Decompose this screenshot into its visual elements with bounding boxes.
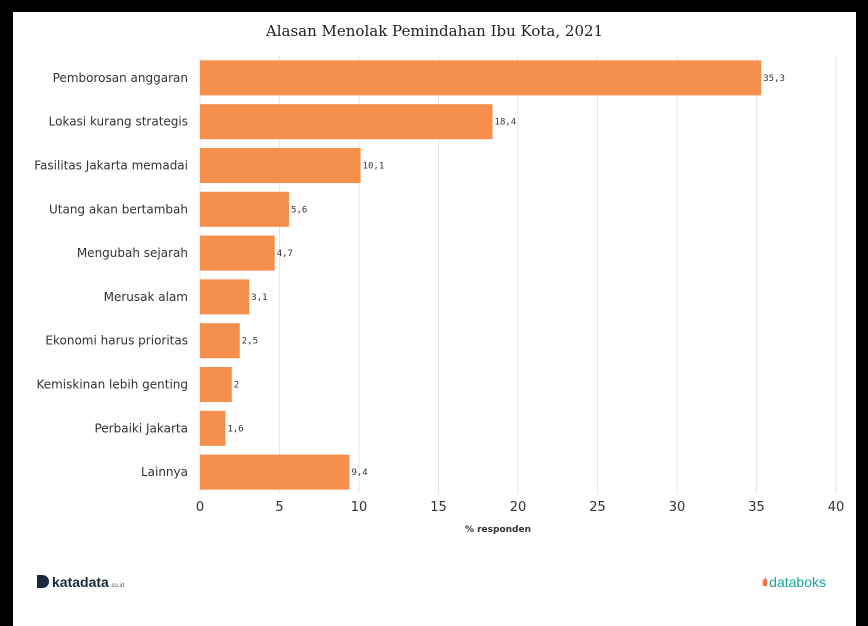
x-tick-label: 0 [196, 500, 204, 515]
category-label: Pemborosan anggaran [53, 71, 188, 85]
data-label: 18,4 [495, 118, 517, 128]
category-label: Merusak alam [104, 290, 188, 304]
category-label: Fasilitas Jakarta memadai [34, 159, 188, 173]
bar [200, 104, 493, 140]
bar [200, 410, 226, 446]
katadata-logo-text: katadata [52, 574, 109, 590]
x-tick-label: 10 [351, 500, 368, 515]
bar [200, 366, 232, 403]
bar-chart: Pemborosan anggaran 35,3 Lokasi kurang str… [34, 56, 845, 535]
katadata-k-icon [37, 575, 49, 588]
databoks-bars-icon: ıılı [761, 575, 769, 589]
x-tick-label: 35 [748, 500, 765, 515]
chart-title: Alasan Menolak Pemindahan Ibu Kota, 2021 [265, 22, 604, 40]
databoks-logo-text: databoks [769, 574, 826, 590]
x-tick-label: 5 [275, 500, 283, 515]
data-label: 9,4 [351, 468, 367, 478]
category-label: Perbaiki Jakarta [94, 421, 188, 435]
data-label: 3,1 [251, 293, 267, 303]
category-label: Kemiskinan lebih genting [36, 378, 188, 392]
x-tick-label: 30 [669, 500, 686, 515]
bar [200, 454, 350, 490]
category-label: Utang akan bertambah [49, 202, 188, 216]
category-label: Mengubah sejarah [77, 246, 188, 260]
katadata-logo: katadata .co.id [37, 574, 124, 590]
data-label: 35,3 [763, 74, 785, 84]
data-label: 4,7 [277, 249, 293, 259]
bar [200, 323, 240, 359]
category-label: Ekonomi harus prioritas [45, 334, 188, 348]
bar [200, 191, 290, 227]
bar [200, 279, 250, 315]
databoks-logo: ıılı databoks [762, 574, 827, 590]
category-label: Lainnya [141, 465, 188, 479]
bar [200, 60, 762, 96]
x-tick-label: 25 [589, 500, 606, 515]
katadata-logo-suffix: .co.id [109, 583, 125, 589]
data-label: 10,1 [363, 162, 385, 172]
x-tick-label: 40 [828, 500, 845, 515]
data-label: 2 [234, 381, 239, 391]
bar [200, 235, 275, 271]
data-label: 1,6 [227, 424, 243, 434]
category-label: Lokasi kurang strategis [49, 115, 188, 129]
data-label: 2,5 [242, 337, 258, 347]
x-tick-label: 20 [510, 500, 527, 515]
bar [200, 147, 361, 184]
x-tick-label: 15 [430, 500, 447, 515]
x-axis-label: % responden [465, 525, 531, 535]
chart-frame: Alasan Menolak Pemindahan Ibu Kota, 2021… [13, 12, 856, 626]
data-label: 5,6 [291, 205, 307, 215]
